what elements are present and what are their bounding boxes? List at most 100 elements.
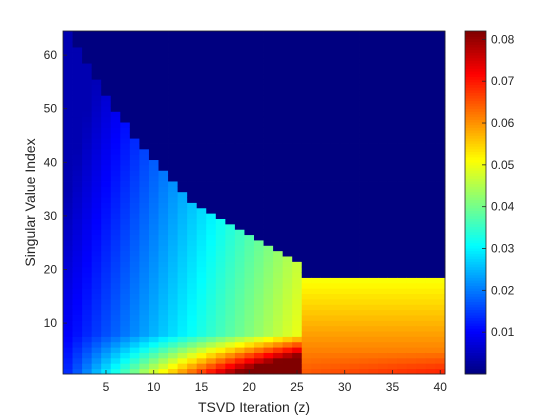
heatmap-cell (187, 272, 198, 278)
heatmap-cell (359, 63, 369, 69)
heatmap-cell (378, 89, 389, 96)
heatmap-cell (425, 357, 436, 364)
heatmap-cell (301, 218, 312, 225)
heatmap-cell (339, 175, 350, 182)
heatmap-cell (63, 277, 73, 284)
heatmap-cell (330, 154, 341, 161)
heatmap-cell (234, 41, 245, 48)
colorbar-segment (465, 218, 486, 222)
heatmap-cell (148, 36, 159, 43)
heatmap-cell (292, 36, 303, 43)
heatmap-cell (187, 36, 198, 43)
heatmap-cell (120, 282, 131, 289)
heatmap-cell (359, 95, 369, 102)
heatmap-cell (244, 336, 255, 343)
heatmap-cell (187, 132, 198, 139)
heatmap-cell (359, 368, 369, 375)
heatmap-cell (330, 293, 341, 300)
heatmap-cell (63, 282, 73, 289)
heatmap-cell (292, 148, 303, 155)
heatmap-cell (206, 100, 217, 107)
heatmap-cell (196, 218, 207, 225)
heatmap-cell (63, 175, 73, 182)
heatmap-cell (120, 272, 131, 278)
heatmap-cell (244, 181, 255, 187)
heatmap-cell (254, 336, 264, 343)
heatmap-cell (129, 186, 140, 193)
heatmap-cell (263, 36, 274, 43)
heatmap-cell (406, 186, 417, 193)
heatmap-cell (215, 191, 226, 198)
heatmap-cell (215, 79, 226, 85)
heatmap-cell (282, 282, 293, 289)
heatmap-cell (359, 357, 369, 364)
colorbar-segment (465, 84, 486, 88)
heatmap-cell (244, 363, 255, 370)
heatmap-cell (129, 68, 140, 75)
heatmap-cell (63, 336, 73, 343)
heatmap-cell (244, 164, 255, 171)
heatmap-cell (63, 52, 73, 59)
heatmap-cell (82, 143, 93, 150)
heatmap-cell (368, 240, 379, 246)
heatmap-cell (110, 36, 121, 43)
heatmap-cell (435, 347, 446, 353)
heatmap-cell (330, 170, 341, 177)
heatmap-cell (349, 341, 360, 348)
heatmap-cell (244, 213, 255, 219)
heatmap-cell (168, 202, 178, 209)
heatmap-cell (215, 73, 226, 80)
heatmap-cell (215, 138, 226, 144)
heatmap-cell (91, 261, 102, 268)
heatmap-cell (263, 277, 274, 284)
heatmap-cell (378, 261, 389, 268)
heatmap-cell (244, 127, 255, 134)
heatmap-cell (215, 175, 226, 182)
heatmap-cell (425, 234, 436, 241)
heatmap-cell (196, 41, 207, 48)
heatmap-cell (177, 202, 188, 209)
heatmap-cell (397, 315, 408, 321)
heatmap-cell (330, 84, 341, 91)
heatmap-cell (139, 47, 150, 53)
heatmap-cell (397, 277, 408, 284)
heatmap-cell (196, 320, 207, 327)
heatmap-cell (91, 229, 102, 236)
heatmap-cell (311, 47, 322, 53)
heatmap-cell (301, 154, 312, 161)
heatmap-cell (416, 272, 427, 278)
heatmap-cell (435, 106, 446, 112)
heatmap-cell (273, 347, 284, 353)
heatmap-cell (91, 266, 102, 273)
colorbar-segment (465, 175, 486, 179)
heatmap-cell (120, 223, 131, 230)
heatmap-cell (101, 347, 112, 353)
heatmap-cell (225, 36, 236, 43)
heatmap-cell (225, 298, 236, 305)
heatmap-cell (339, 331, 350, 337)
heatmap-cell (206, 106, 217, 112)
heatmap-cell (339, 57, 350, 64)
heatmap-cell (273, 336, 284, 343)
heatmap-cell (206, 315, 217, 321)
heatmap-cell (110, 164, 121, 171)
heatmap-cell (425, 148, 436, 155)
heatmap-cell (101, 331, 112, 337)
heatmap-cell (397, 352, 408, 359)
heatmap-cell (244, 256, 255, 262)
heatmap-cell (359, 341, 369, 348)
heatmap-cell (120, 277, 131, 284)
heatmap-cell (368, 143, 379, 150)
heatmap-cell (187, 309, 198, 316)
y-tick-label: 30 (44, 209, 58, 223)
heatmap-cell (196, 31, 207, 37)
heatmap-cell (282, 57, 293, 64)
heatmap-cell (311, 352, 322, 359)
heatmap-cell (397, 164, 408, 171)
heatmap-cell (148, 293, 159, 300)
heatmap-cell (82, 315, 93, 321)
heatmap-cell (359, 202, 369, 209)
heatmap-cell (349, 57, 360, 64)
heatmap-cell (187, 68, 198, 75)
heatmap-cell (110, 84, 121, 91)
